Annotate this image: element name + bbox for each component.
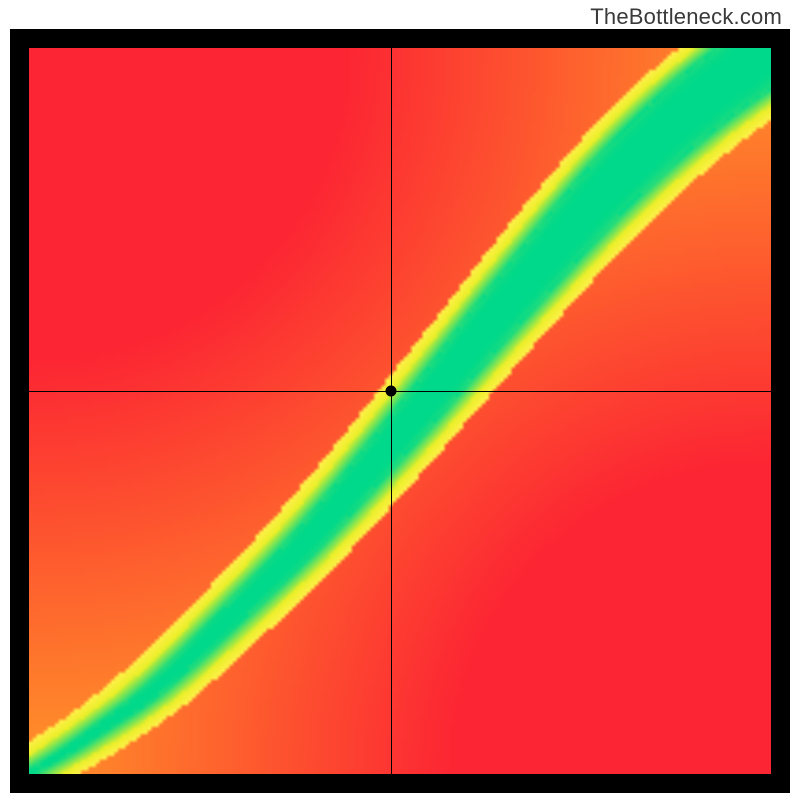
chart-container: TheBottleneck.com — [0, 0, 800, 800]
watermark-text: TheBottleneck.com — [590, 4, 782, 30]
crosshair-horizontal — [29, 391, 771, 392]
chart-frame — [10, 29, 790, 793]
crosshair-vertical — [391, 48, 392, 774]
crosshair-marker — [386, 386, 397, 397]
bottleneck-heatmap — [29, 48, 771, 774]
